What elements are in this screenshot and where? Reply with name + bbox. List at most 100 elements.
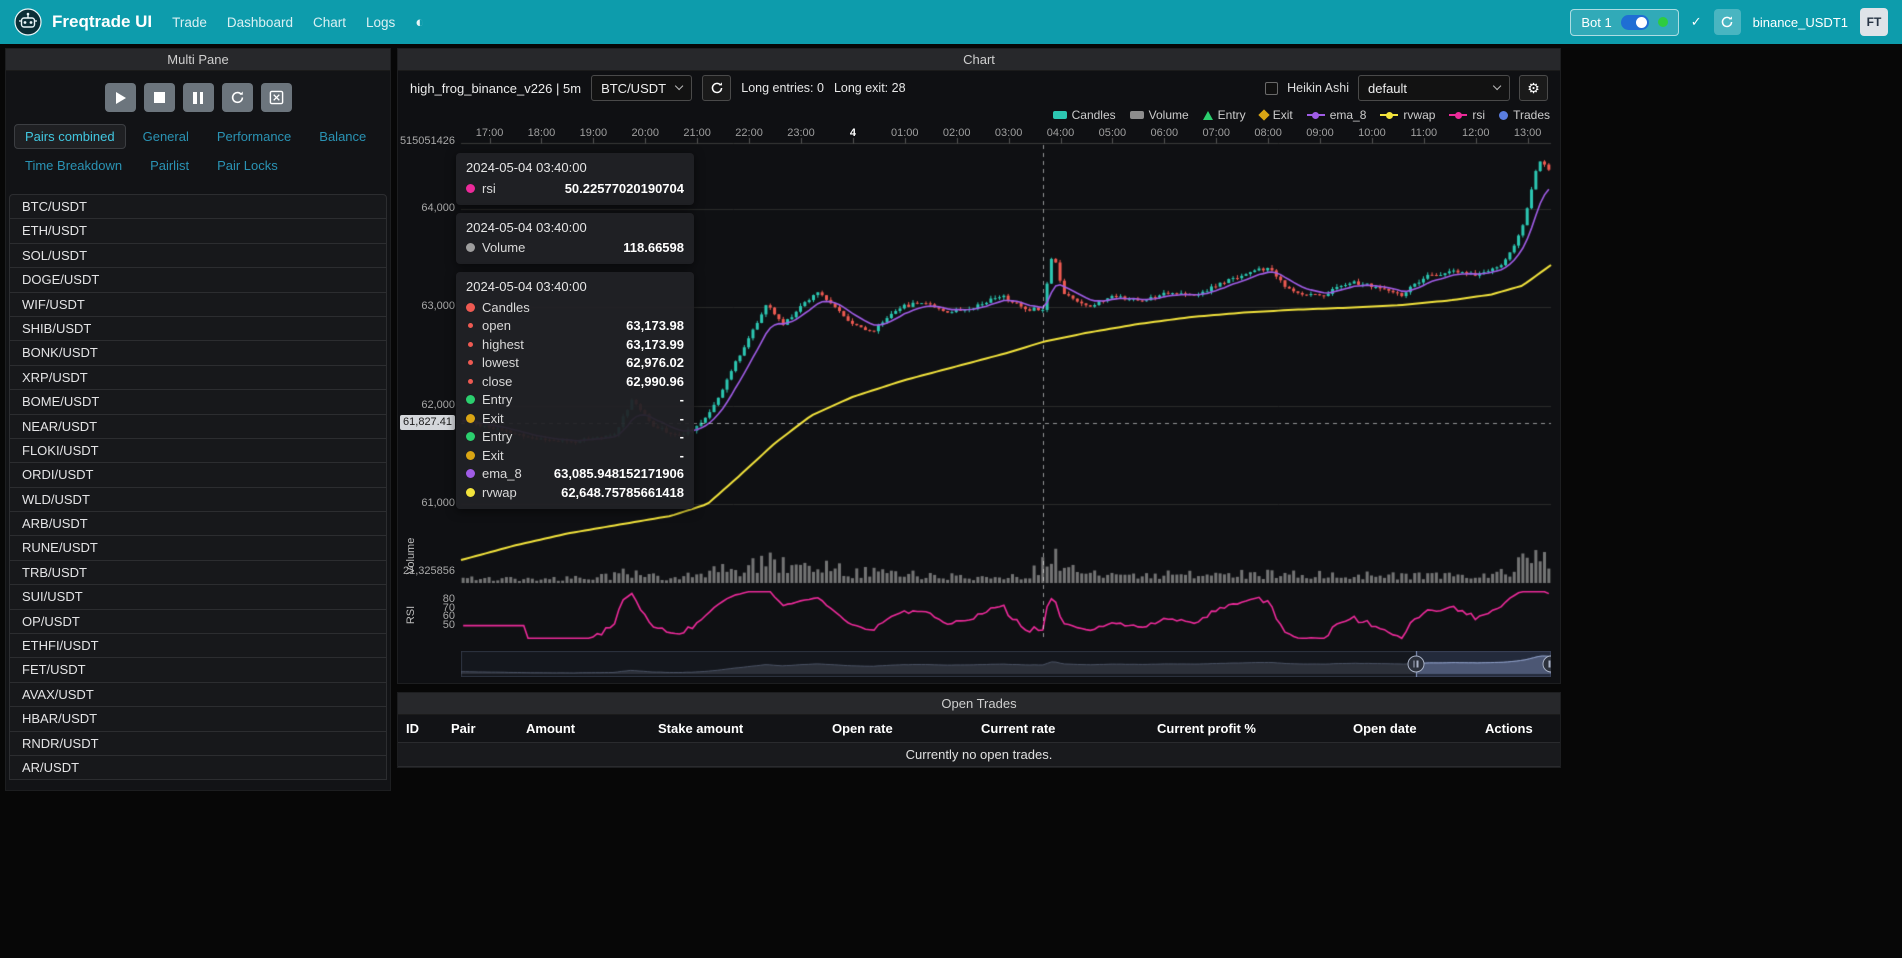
play-button[interactable] <box>104 83 136 112</box>
pair-list-item[interactable]: HBAR/USDT <box>9 706 387 732</box>
legend-item-candles[interactable]: Candles <box>1052 108 1116 122</box>
datazoom-left-handle[interactable] <box>1407 655 1425 673</box>
column-header-stake-amount[interactable]: Stake amount <box>650 715 824 743</box>
plot-config-select[interactable]: default <box>1358 75 1510 101</box>
pair-list-item[interactable]: RUNE/USDT <box>9 535 387 561</box>
column-header-open-date[interactable]: Open date <box>1345 715 1477 743</box>
tooltip-series-value: 63,085.948152171906 <box>553 466 684 482</box>
entry-series-dot <box>466 395 475 405</box>
bot-selector[interactable]: Bot 1 <box>1570 8 1679 36</box>
refresh-chart-button[interactable] <box>702 75 732 101</box>
nav-link-trade[interactable]: Trade <box>172 14 207 30</box>
column-header-pair[interactable]: Pair <box>443 715 518 743</box>
time-axis-label: 18:00 <box>527 127 556 139</box>
volume-axis-value-label: 21,325856 <box>403 565 455 577</box>
long-exits-label: Long exit: 28 <box>833 81 906 95</box>
datazoom-track[interactable] <box>461 651 1551 677</box>
chart-plot-area[interactable]: 17:00 18:00 19:00 20:00 21:00 22:00 23:00 4 01:0… <box>398 125 1562 645</box>
pair-list-item[interactable]: SOL/USDT <box>9 242 387 269</box>
pair-list-item[interactable]: DOGE/USDT <box>9 267 387 293</box>
pair-list-item[interactable]: TRB/USDT <box>9 559 387 586</box>
pair-list-item[interactable]: ARB/USDT <box>9 511 387 537</box>
pair-list-item[interactable]: ORDI/USDT <box>9 462 387 488</box>
legend-label: Volume <box>1148 108 1189 122</box>
pair-list-item[interactable]: WIF/USDT <box>9 291 387 317</box>
pair-list-item[interactable]: ETH/USDT <box>9 218 387 244</box>
tab-pairs-combined[interactable]: Pairs combined <box>14 124 126 149</box>
pair-list-item[interactable]: FET/USDT <box>9 657 387 683</box>
heikin-ashi-checkbox[interactable] <box>1265 81 1279 95</box>
pair-list-item[interactable]: XRP/USDT <box>9 364 387 391</box>
nav-link-logs[interactable]: Logs <box>365 14 396 30</box>
legend-item-entry[interactable]: Entry <box>1202 108 1246 122</box>
pair-list-item[interactable]: SUI/USDT <box>9 584 387 610</box>
datazoom-slider[interactable] <box>461 651 1551 677</box>
tab-general[interactable]: General <box>142 129 189 144</box>
pair-list-item[interactable]: BONK/USDT <box>9 340 387 366</box>
tooltip-series-value: 118.66598 <box>623 240 684 256</box>
pause-button[interactable] <box>182 83 214 112</box>
column-header-actions[interactable]: Actions <box>1477 715 1560 743</box>
legend-item-exit[interactable]: Exit <box>1258 108 1293 122</box>
legend-item-ema-8[interactable]: ema_8 <box>1306 108 1366 122</box>
column-header-current-rate[interactable]: Current rate <box>973 715 1149 743</box>
time-axis-label: 21:00 <box>683 127 711 139</box>
avatar[interactable]: FT <box>1860 8 1888 36</box>
legend-label: Trades <box>1513 108 1550 122</box>
legend-item-rvwap[interactable]: rvwap <box>1380 108 1435 122</box>
tab-pair-locks[interactable]: Pair Locks <box>217 158 278 173</box>
pair-select[interactable]: BTC/USDT <box>591 75 693 101</box>
pair-list-item[interactable]: OP/USDT <box>9 608 387 635</box>
refresh-icon <box>711 82 723 94</box>
remove-chart-button[interactable] <box>260 83 292 112</box>
rsi-axis-label: 70 <box>442 601 455 614</box>
pair-list-item[interactable]: RNDR/USDT <box>9 730 387 756</box>
pair-list-item[interactable]: SHIB/USDT <box>9 315 387 342</box>
price-axis-label: 63,000 <box>421 300 455 313</box>
tooltip-series-label: close <box>482 373 513 389</box>
theme-toggle-icon[interactable]: ◐ <box>415 13 425 31</box>
pair-list-item[interactable]: WLD/USDT <box>9 486 387 513</box>
tooltip-date: 2024-05-04 03:40:00 <box>466 160 587 175</box>
column-header-id[interactable]: ID <box>398 715 443 743</box>
rsi-pane-title: RSI <box>405 605 417 625</box>
pair-list-item[interactable]: BOME/USDT <box>9 389 387 415</box>
nav-link-dashboard[interactable]: Dashboard <box>226 14 293 30</box>
nav-link-chart[interactable]: Chart <box>312 14 346 30</box>
gear-icon: ⚙ <box>1527 79 1540 96</box>
legend-item-rsi[interactable]: rsi <box>1449 108 1485 122</box>
legend-item-volume[interactable]: Volume <box>1129 108 1189 122</box>
pair-list-item[interactable]: AVAX/USDT <box>9 681 387 708</box>
reload-panes-button[interactable] <box>221 83 253 112</box>
tooltip-series-label: rsi <box>482 180 496 196</box>
stop-button[interactable] <box>143 83 175 112</box>
legend-label: Entry <box>1217 108 1246 122</box>
bot-name: binance_USDT1 <box>1752 14 1848 30</box>
legend-item-trades[interactable]: Trades <box>1499 108 1550 122</box>
chart-tooltip: 2024-05-04 03:40:00 rsi 50.22577020190704 2… <box>456 153 694 509</box>
time-axis-label: 08:00 <box>1254 127 1282 139</box>
pair-list-item[interactable]: AR/USDT <box>9 754 387 781</box>
pair-list-item[interactable]: BTC/USDT <box>9 194 387 220</box>
time-axis-label: 09:00 <box>1306 127 1334 139</box>
tab-time-breakdown[interactable]: Time Breakdown <box>25 158 123 173</box>
tab-performance[interactable]: Performance <box>216 129 292 144</box>
chart-settings-button[interactable]: ⚙ <box>1519 75 1548 101</box>
tooltip-row: open 63,173.98 <box>466 317 684 336</box>
tab-balance[interactable]: Balance <box>319 129 367 144</box>
column-header-open-rate[interactable]: Open rate <box>824 715 973 743</box>
open-series-dot <box>468 323 473 329</box>
column-header-amount[interactable]: Amount <box>518 715 650 743</box>
pair-list-item[interactable]: ETHFI/USDT <box>9 633 387 659</box>
lowest-series-dot <box>468 360 473 366</box>
pair-list-item[interactable]: FLOKI/USDT <box>9 437 387 464</box>
long-entries-label: Long entries: 0 <box>741 81 824 95</box>
tooltip-row: lowest 62,976.02 <box>466 354 684 373</box>
brand[interactable]: Freqtrade UI <box>14 8 152 36</box>
pair-list-item[interactable]: NEAR/USDT <box>9 413 387 439</box>
reload-bot-button[interactable] <box>1713 9 1741 35</box>
sidebar-title: Multi Pane <box>167 52 229 67</box>
bot-toggle[interactable] <box>1620 14 1649 30</box>
tab-pairlist[interactable]: Pairlist <box>150 158 190 173</box>
column-header-current-profit-[interactable]: Current profit % <box>1149 715 1345 743</box>
